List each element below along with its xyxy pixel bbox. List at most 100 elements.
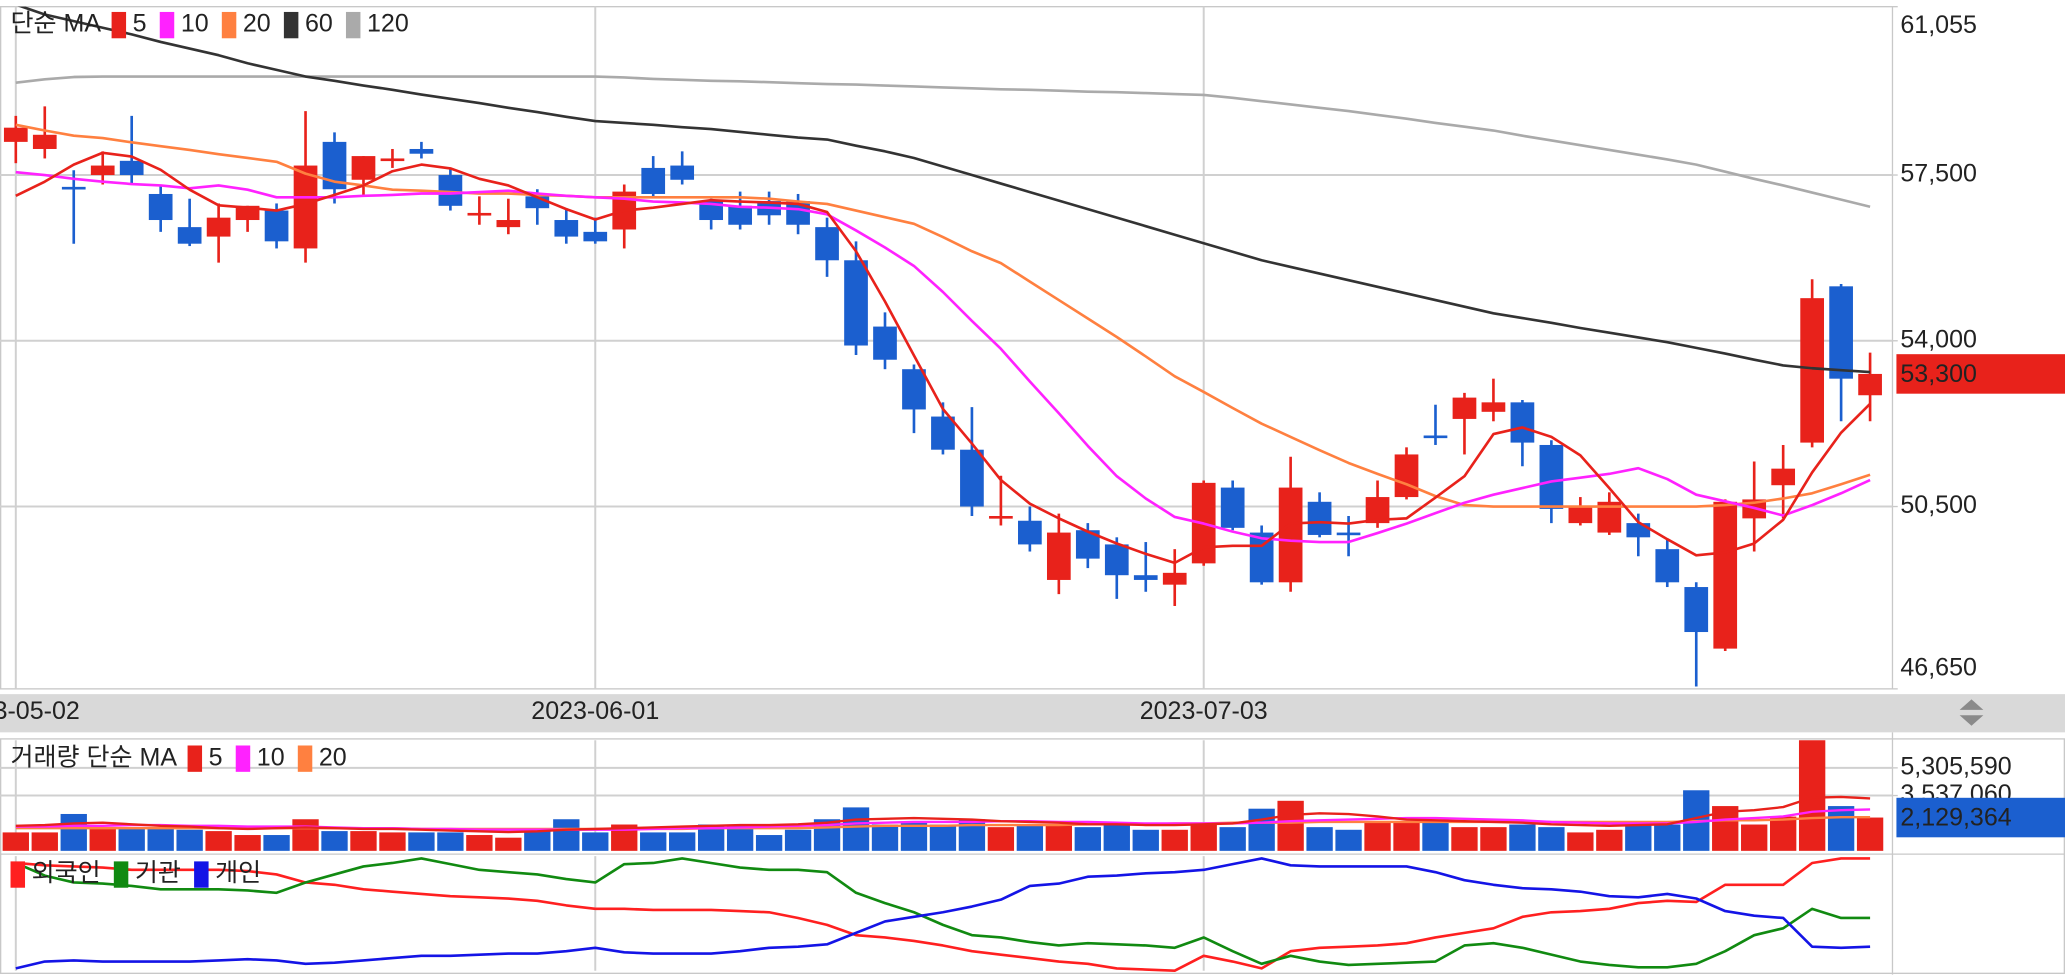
volume-bar [842,807,870,851]
volume-bar [263,835,290,851]
investor-line [15,857,1871,969]
volume-bar [1422,821,1449,851]
volume-bar [1741,824,1768,851]
volume-bar [1596,829,1623,851]
investor-line [15,857,1871,973]
y-tick-label: 61,055 [1900,11,1977,39]
volume-bar [1827,806,1855,851]
lower-frame [0,738,2065,974]
volume-bar [755,835,783,851]
volume-bar [321,831,348,851]
volume-bar [640,832,667,851]
legend-label: 개인 [215,859,261,887]
volume-bar [524,831,551,851]
candle-body [1684,587,1709,633]
legend-swatch [221,11,237,39]
volume-bar [1770,816,1797,851]
volume-bar [1103,824,1130,851]
volume-bar [1190,824,1217,851]
candle-body [554,220,579,237]
ma-line [15,151,1872,565]
arrow-up[interactable] [1959,699,1984,710]
volume-bar [582,832,609,851]
volume-bar [1798,740,1826,851]
legend-swatch [111,11,127,39]
volume-bar [176,829,203,851]
legend-swatch [235,745,251,772]
legend-label: 기관 [135,859,181,887]
volume-bar [379,832,406,851]
volume-bar [987,827,1015,851]
candle-body [1307,501,1332,535]
candle-body [1858,373,1882,396]
volume-bar [1509,824,1536,851]
volume-bar [871,824,899,851]
candle-body [409,148,434,154]
volume-bar [350,831,377,851]
candle-body [90,165,115,176]
legend-label: 10 [257,743,285,771]
candle-body [380,158,405,162]
volume-bar [1364,821,1391,851]
candle-body [873,326,897,360]
candle-body [786,201,810,225]
candle-body [1394,454,1419,498]
volume-bar [466,835,493,851]
candle-body [1162,572,1187,585]
x-tick-label: 2023-05-02 [0,697,80,725]
candle-body [1626,523,1651,538]
legend-swatch [159,11,175,39]
volume-bar [669,832,696,851]
candle-body [351,156,376,180]
candle-body [3,127,28,142]
volume-bar [234,835,261,851]
volume-bar [31,832,58,851]
volume-bar [1538,827,1565,851]
volume-bar [1161,829,1188,851]
candle-body [844,260,868,346]
volume-bar [929,824,957,851]
candle-body [1104,544,1129,576]
investor-line [15,857,1871,970]
candle-body [670,165,695,180]
candle-body [438,175,463,206]
legend-swatch [10,861,26,888]
volume-bar [1016,824,1044,851]
candle-body [119,160,144,176]
legend-swatch [283,11,299,39]
volume-bar [1856,817,1884,851]
volume-bar [1567,832,1594,851]
volume-bar [408,832,435,851]
y-tick-label: 46,650 [1900,654,1977,682]
volume-bar [1625,821,1652,851]
volume-bar [1132,829,1159,851]
candle-body [1800,298,1824,443]
volume-bar [89,827,116,851]
candle-body [931,416,955,450]
volume-bar [437,832,464,851]
scale-toggle[interactable] [1959,699,1984,726]
volume-bar [1277,800,1304,851]
volume-bar [784,829,812,851]
volume-bar [1074,827,1101,851]
volume-bar [1306,827,1333,851]
volume-bar [1451,827,1478,851]
legend-label: 120 [367,10,409,38]
candle-body [293,165,318,249]
volume-ma-line [15,795,1871,834]
candle-body [322,141,347,190]
volume-bar [60,813,87,851]
candle-body [1046,532,1071,580]
candle-body [1423,435,1448,439]
legend-label: 외국인 [32,859,101,887]
legend-label: 20 [243,10,271,38]
candle-body [1510,402,1535,443]
current-value-badge [1896,797,2065,838]
legend-label: 5 [209,743,223,771]
volume-bar [1045,824,1073,851]
arrow-down[interactable] [1959,715,1984,726]
volume-bar [1654,824,1681,851]
candle-body [1771,468,1796,486]
candle-body [177,227,202,244]
volume-bar [1248,808,1275,851]
